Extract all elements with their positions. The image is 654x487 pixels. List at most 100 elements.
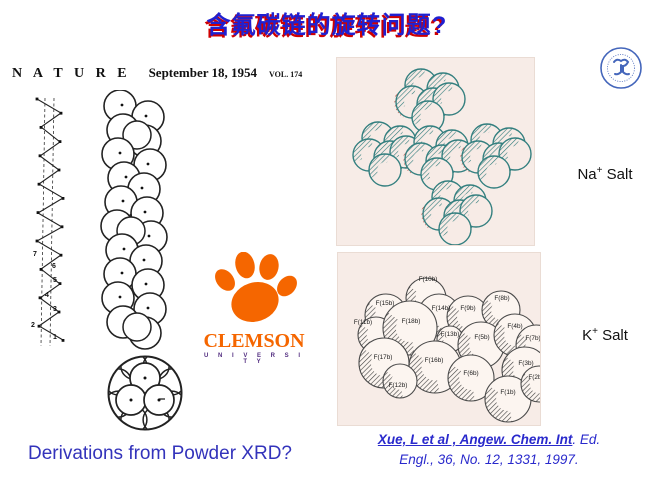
zigzag-axis-line xyxy=(40,97,46,347)
zigzag-vertex xyxy=(38,296,42,300)
zigzag-vertex-number: 1 xyxy=(53,334,57,341)
na-salt-model-photo xyxy=(336,57,535,246)
sphere-dot xyxy=(124,175,128,179)
k-charge: + xyxy=(592,326,598,337)
zigzag-vertex xyxy=(57,168,61,172)
sphere-shading xyxy=(412,101,433,125)
zigzag-axis-line xyxy=(49,97,55,347)
citation: Xue, L et al , Angew. Chem. Int. Ed. Eng… xyxy=(328,430,650,470)
clemson-logo: CLEMSON U N I V E R S I T Y xyxy=(203,251,305,365)
zigzag-vertex-number: 5 xyxy=(53,277,57,284)
clemson-subtitle: U N I V E R S I T Y xyxy=(203,353,304,365)
university-seal-icon xyxy=(600,47,642,89)
sphere-dot xyxy=(147,234,151,238)
zigzag-backbone xyxy=(35,98,65,341)
na-salt-label: Na+ Salt xyxy=(555,165,654,183)
atom-label: F(9b) xyxy=(460,305,475,312)
na-salt-molecular-model xyxy=(352,68,532,246)
atom-label: F(10b) xyxy=(419,276,438,283)
zigzag-vertex xyxy=(61,197,65,200)
journal-volume: VOL. 174 xyxy=(269,70,303,79)
zigzag-vertex xyxy=(35,239,39,243)
sphere-shading xyxy=(448,364,475,401)
k-salt-label: K+ Salt xyxy=(555,326,654,344)
atom-label: F(18b) xyxy=(402,318,421,325)
sphere-shading xyxy=(485,385,512,422)
tiger-paw-icon xyxy=(215,251,297,322)
zigzag-vertex xyxy=(61,339,65,342)
sphere-dot xyxy=(146,306,150,310)
sphere-shading xyxy=(521,373,543,402)
sphere-dot xyxy=(143,376,147,380)
sphere-dot xyxy=(146,162,150,166)
sphere-dot xyxy=(129,398,133,402)
citation-line1: Xue, L et al , Angew. Chem. Int. Ed. xyxy=(328,430,650,450)
sphere-shading xyxy=(439,213,460,237)
atom-label: F(8b) xyxy=(494,295,509,302)
k-salt-model-photo: F(10b) F(15b) F(11b) F(14b) F(18b) F(9b) F(8b)… xyxy=(337,252,558,426)
sphere-dot xyxy=(118,151,122,155)
zigzag-vertex xyxy=(35,97,39,101)
powder-xrd-question: Derivations from Powder XRD? xyxy=(28,443,292,464)
zigzag-vertex xyxy=(39,126,43,129)
zigzag-vertex xyxy=(36,211,40,214)
sphere-shading xyxy=(499,138,520,162)
atom-label: F(17b) xyxy=(374,354,393,361)
zigzag-vertex xyxy=(37,182,41,186)
sphere-dot xyxy=(120,103,124,107)
na-charge: + xyxy=(596,165,603,176)
zigzag-vertex xyxy=(58,282,62,285)
journal-name: N A T U R E xyxy=(12,66,131,81)
sphere-dot xyxy=(144,114,148,118)
clemson-wordmark: CLEMSON xyxy=(203,330,305,352)
atom-label: F(3b) xyxy=(518,360,533,367)
atom-label: F(2b) xyxy=(528,374,540,381)
citation-line1-rest: . Ed. xyxy=(572,432,601,447)
sphere-shading xyxy=(369,154,390,178)
zigzag-vertex xyxy=(37,324,41,328)
nature-journal-header: N A T U R E September 18, 1954 VOL. 174 xyxy=(12,64,312,82)
zigzag-vertex xyxy=(60,225,64,229)
sphere-shading xyxy=(478,156,499,180)
citation-line2: Engl., 36, No. 12, 1331, 1997. xyxy=(399,452,579,467)
sphere-dot xyxy=(142,258,146,262)
zigzag-vertex-number: 4 xyxy=(45,292,49,299)
zigzag-vertex-number: 3 xyxy=(53,306,57,313)
slide-title: 含氟碳链的旋转问题? xyxy=(206,12,448,39)
sphere-shading xyxy=(405,143,426,167)
atom-label: F(16b) xyxy=(425,357,444,364)
zigzag-vertex xyxy=(38,154,42,158)
sphere-shading xyxy=(396,86,417,110)
k-salt-molecular-model: F(10b) F(15b) F(11b) F(14b) F(18b) F(9b) F(8b)… xyxy=(354,276,558,423)
sphere-shading xyxy=(442,140,463,164)
k-word: Salt xyxy=(597,327,628,344)
sphere-shading xyxy=(409,352,440,394)
zigzag-vertex-number: 2 xyxy=(31,322,35,329)
sphere-shading xyxy=(423,198,444,222)
zigzag-vertex xyxy=(58,140,62,143)
atom-label: F(15b) xyxy=(376,300,395,307)
sphere xyxy=(122,312,152,342)
sphere-shading xyxy=(462,141,483,165)
zigzag-vertex xyxy=(59,111,63,115)
sphere-shading xyxy=(460,195,481,219)
sphere-shading xyxy=(421,158,442,182)
zigzag-vertex xyxy=(59,253,63,257)
sphere-dot xyxy=(120,271,124,275)
atom-label: F(12b) xyxy=(389,382,408,389)
atom-label: F(14b) xyxy=(432,305,451,312)
atom-label: F(6b) xyxy=(463,370,478,377)
atom-label: F(5b) xyxy=(474,334,489,341)
sphere-dot xyxy=(143,210,147,214)
sphere-shading xyxy=(433,83,454,107)
atom-label: F(7b) xyxy=(525,335,540,342)
nature-helix-figure: 7 6 5 43 2 1 xyxy=(31,90,183,431)
citation-reference-link[interactable]: Xue, L et al , Angew. Chem. Int xyxy=(377,432,573,447)
sphere-dot xyxy=(122,247,126,251)
atom-label: F(4b) xyxy=(507,323,522,330)
sphere-dot xyxy=(121,199,125,203)
k-element: K xyxy=(582,327,593,344)
atom-label: F(11b) xyxy=(354,319,372,326)
atom-label: F(13b) xyxy=(441,331,460,338)
